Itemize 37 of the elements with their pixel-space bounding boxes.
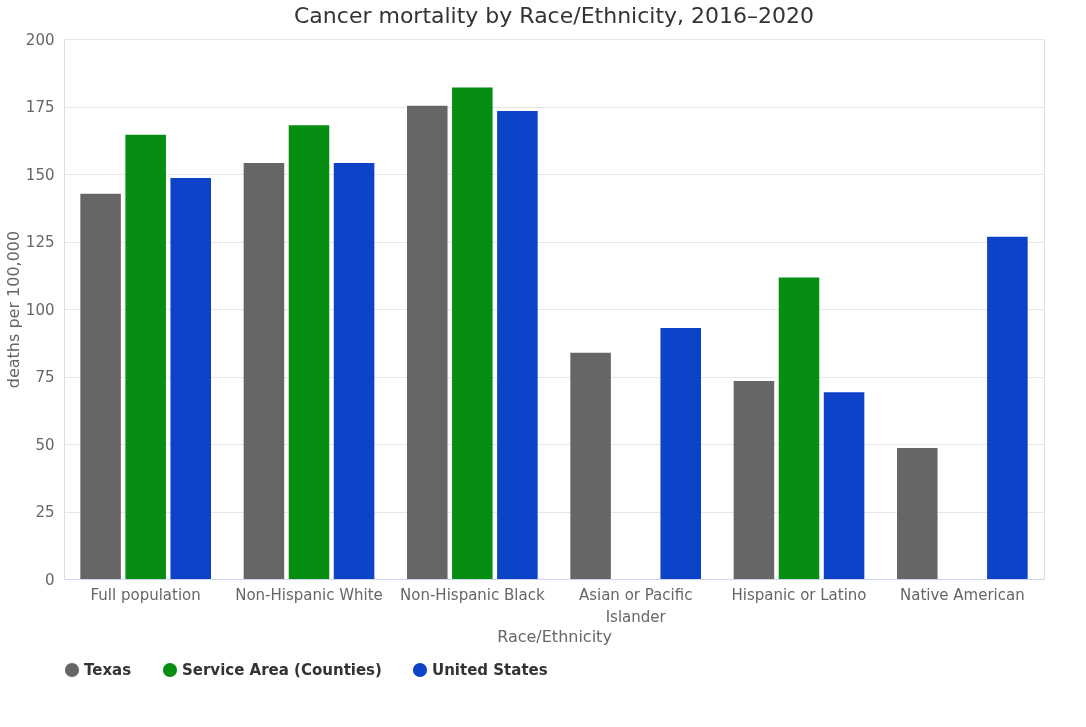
bar <box>452 87 493 579</box>
bar <box>288 125 330 579</box>
bar <box>660 327 701 579</box>
bar <box>333 162 375 579</box>
bar <box>570 352 611 579</box>
x-axis-title: Race/Ethnicity <box>497 626 612 646</box>
bar <box>497 111 538 579</box>
x-tick-label: Native American <box>899 585 1025 604</box>
bar <box>407 105 448 579</box>
y-tick-label: 150 <box>25 165 55 184</box>
bar <box>733 381 775 579</box>
y-tick-label: 100 <box>25 300 55 319</box>
y-tick-label: 25 <box>35 503 55 521</box>
legend-label: Service Area (Counties) <box>182 661 382 679</box>
x-tick-label: Non-Hispanic White <box>235 585 383 604</box>
bar <box>823 392 865 579</box>
bar <box>778 277 820 579</box>
bar <box>125 134 166 579</box>
chart-title: Cancer mortality by Race/Ethnicity, 2016–2020 <box>293 3 815 28</box>
bar <box>987 236 1028 579</box>
x-tick-label: Hispanic or Latino <box>731 585 867 604</box>
legend-label: United States <box>432 661 548 679</box>
bar <box>243 162 285 579</box>
y-axis-title: deaths per 100,000 <box>3 230 23 389</box>
y-tick-label: 75 <box>35 368 55 386</box>
y-tick-label: 200 <box>25 30 55 49</box>
legend-label: Texas <box>84 661 132 679</box>
x-tick-label: Full population <box>90 585 201 604</box>
bar <box>170 178 211 579</box>
x-tick-label: Asian or Pacific Islander <box>578 585 693 626</box>
bar <box>80 193 121 579</box>
x-tick-label: Non-Hispanic Black <box>400 585 545 604</box>
y-tick-label: 175 <box>25 98 55 116</box>
y-tick-label: 50 <box>35 435 55 454</box>
bar <box>897 448 938 579</box>
y-tick-label: 125 <box>25 233 55 251</box>
y-tick-label: 0 <box>44 570 55 589</box>
